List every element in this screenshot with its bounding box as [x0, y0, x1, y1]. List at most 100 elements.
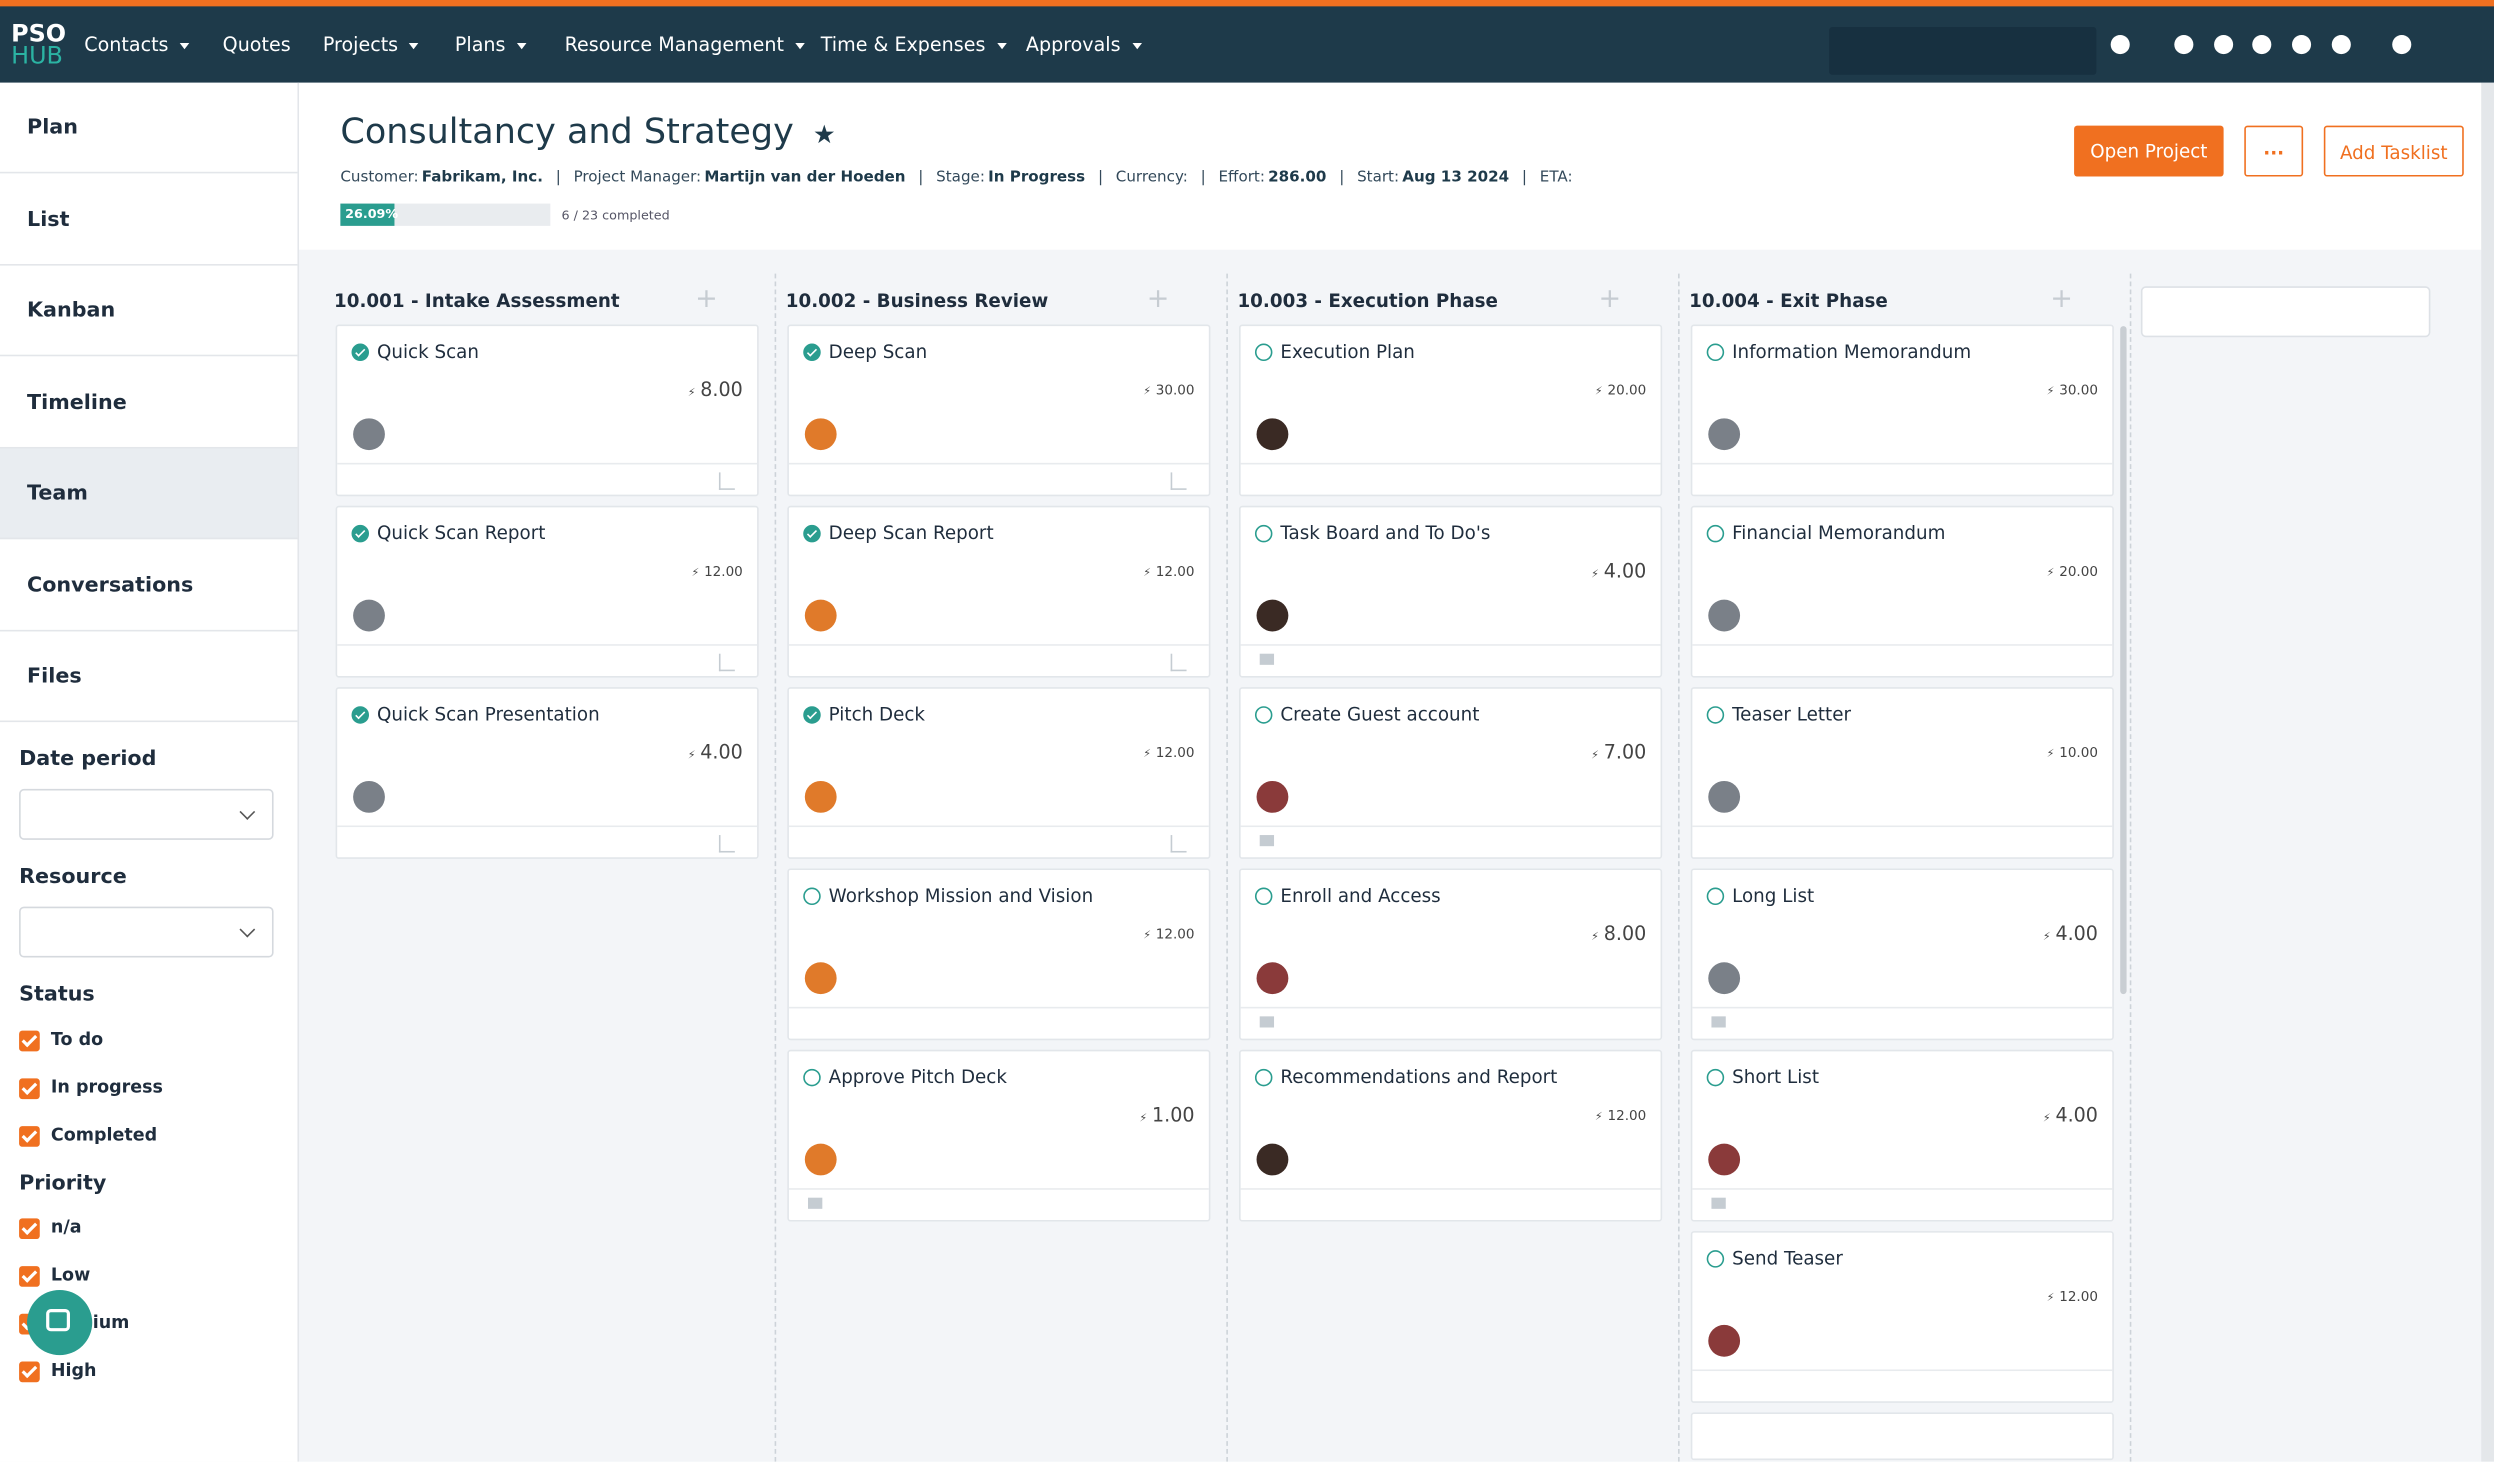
nav-item[interactable]: Contacts [84, 33, 190, 56]
status-icon[interactable] [1706, 524, 1725, 543]
icon-button[interactable] [2392, 34, 2412, 55]
add-task[interactable]: + [1598, 283, 1622, 315]
task-card[interactable]: Execution Plan ⚡ 20.00 [1239, 324, 1663, 497]
checkbox[interactable] [19, 1218, 40, 1240]
effort-value: 20.00 [2059, 564, 2098, 581]
task-card[interactable] [1690, 1412, 2114, 1461]
task-title: Long List [1732, 884, 1815, 907]
task-card[interactable]: Approve Pitch Deck ⚡ 1.00 [787, 1049, 1211, 1222]
button[interactable]: Open Project [2074, 125, 2224, 177]
new-tasklist-input[interactable] [2140, 286, 2431, 338]
checkbox[interactable] [19, 1266, 40, 1287]
checkbox[interactable] [19, 1126, 40, 1147]
view-tab[interactable]: Kanban [0, 266, 298, 357]
task-card[interactable]: Information Memorandum ⚡ 30.00 [1690, 324, 2114, 497]
icon-button[interactable] [2291, 34, 2312, 55]
view-tab[interactable]: Team [0, 448, 298, 540]
icon-button[interactable] [2331, 34, 2351, 55]
card-divider [337, 462, 758, 465]
status-icon[interactable] [1254, 524, 1273, 543]
status-icon[interactable] [1706, 706, 1725, 724]
status-icon[interactable] [1706, 1068, 1725, 1087]
checkbox[interactable] [19, 1030, 40, 1052]
nav-item[interactable]: Time & Expenses [820, 33, 1007, 56]
status-icon[interactable] [1706, 1250, 1725, 1268]
task-card[interactable]: Quick Scan Presentation ⚡ 4.00 [335, 687, 759, 859]
status-icon[interactable] [1254, 706, 1273, 724]
icon-button[interactable] [2174, 34, 2194, 55]
task-title: Create Guest account [1280, 703, 1480, 726]
nav-item[interactable]: Plans [455, 33, 527, 56]
nav-item[interactable]: Approvals [1026, 33, 1142, 56]
effort-value: 4.00 [1603, 559, 1647, 583]
checkbox[interactable] [19, 1078, 40, 1100]
status-icon[interactable] [1254, 1068, 1273, 1087]
nav-label: Time & Expenses [820, 33, 986, 56]
task-card[interactable]: Recommendations and Report ⚡ 12.00 [1239, 1049, 1663, 1222]
effort-value: 12.00 [1607, 1108, 1647, 1125]
task-card[interactable]: Deep Scan ⚡ 30.00 [787, 324, 1211, 497]
view-tab[interactable]: Conversations [0, 540, 298, 631]
task-card[interactable]: Quick Scan Report ⚡ 12.00 [335, 505, 759, 678]
chat-bubble[interactable] [27, 1289, 93, 1356]
status-icon[interactable] [1254, 887, 1273, 906]
task-card[interactable]: Long List ⚡ 4.00 [1690, 868, 2114, 1041]
task-card[interactable]: Send Teaser ⚡ 12.00 [1690, 1231, 2114, 1403]
icon-button[interactable] [2252, 34, 2272, 55]
view-tab[interactable]: Files [0, 631, 298, 723]
search-box[interactable] [1829, 27, 2097, 75]
task-card[interactable]: Task Board and To Do's ⚡ 4.00 [1239, 505, 1663, 678]
nav-item[interactable]: Quotes [223, 33, 291, 55]
view-tab[interactable]: Timeline [0, 357, 298, 448]
button[interactable]: ··· [2244, 125, 2304, 177]
meta-label: Project Manager: [573, 168, 702, 187]
status-icon[interactable] [351, 524, 370, 543]
status-icon[interactable] [803, 1068, 821, 1087]
progress-fill: 26.09% [340, 203, 398, 226]
status-icon[interactable] [803, 343, 821, 362]
subtask-icon [1170, 472, 1187, 490]
status-icon[interactable] [803, 524, 821, 543]
task-card[interactable]: Pitch Deck ⚡ 12.00 [787, 687, 1211, 859]
icon-button[interactable] [2110, 34, 2130, 55]
task-card[interactable]: Teaser Letter ⚡ 10.00 [1690, 687, 2114, 859]
add-task[interactable]: + [1146, 283, 1170, 315]
add-task[interactable]: + [2050, 283, 2073, 315]
select[interactable] [19, 906, 274, 958]
nav-label: Contacts [84, 33, 169, 56]
nav-item[interactable]: Resource Management [565, 33, 805, 56]
task-card[interactable]: Enroll and Access ⚡ 8.00 [1239, 868, 1663, 1041]
card-divider [1692, 644, 2113, 646]
view-tab[interactable]: Plan [0, 83, 298, 174]
card-divider [788, 462, 1209, 465]
task-card[interactable]: Deep Scan Report ⚡ 12.00 [787, 505, 1211, 678]
task-card[interactable]: Financial Memorandum ⚡ 20.00 [1690, 505, 2114, 678]
card-divider [337, 825, 758, 828]
button[interactable]: Add Tasklist [2323, 125, 2464, 177]
view-tab[interactable]: List [0, 174, 298, 265]
card-divider [1240, 644, 1661, 646]
status-icon[interactable] [351, 343, 370, 362]
task-card[interactable]: Quick Scan ⚡ 8.00 [335, 324, 759, 497]
icon-button[interactable] [2214, 34, 2234, 55]
effort: ⚡ 8.00 [687, 378, 743, 401]
status-icon[interactable] [803, 887, 821, 906]
add-task[interactable]: + [695, 283, 718, 315]
card-divider [788, 1188, 1209, 1190]
nav-item[interactable]: Projects [323, 33, 419, 56]
subtask-icon [718, 835, 735, 853]
status-icon[interactable] [1706, 343, 1725, 362]
select[interactable] [19, 788, 274, 840]
checkbox[interactable] [19, 1361, 40, 1383]
status-icon[interactable] [803, 706, 821, 724]
meta-value: 286.00 [1268, 168, 1327, 187]
task-card[interactable]: Create Guest account ⚡ 7.00 [1239, 687, 1663, 859]
status-icon[interactable] [1254, 343, 1273, 362]
effort: ⚡ 12.00 [1143, 564, 1195, 581]
effort-value: 7.00 [1603, 741, 1647, 764]
status-icon[interactable] [1706, 887, 1725, 906]
task-card[interactable]: Short List ⚡ 4.00 [1690, 1049, 2114, 1222]
status-icon[interactable] [351, 706, 370, 724]
task-card[interactable]: Workshop Mission and Vision ⚡ 12.00 [787, 868, 1211, 1041]
avatar [804, 1143, 837, 1176]
